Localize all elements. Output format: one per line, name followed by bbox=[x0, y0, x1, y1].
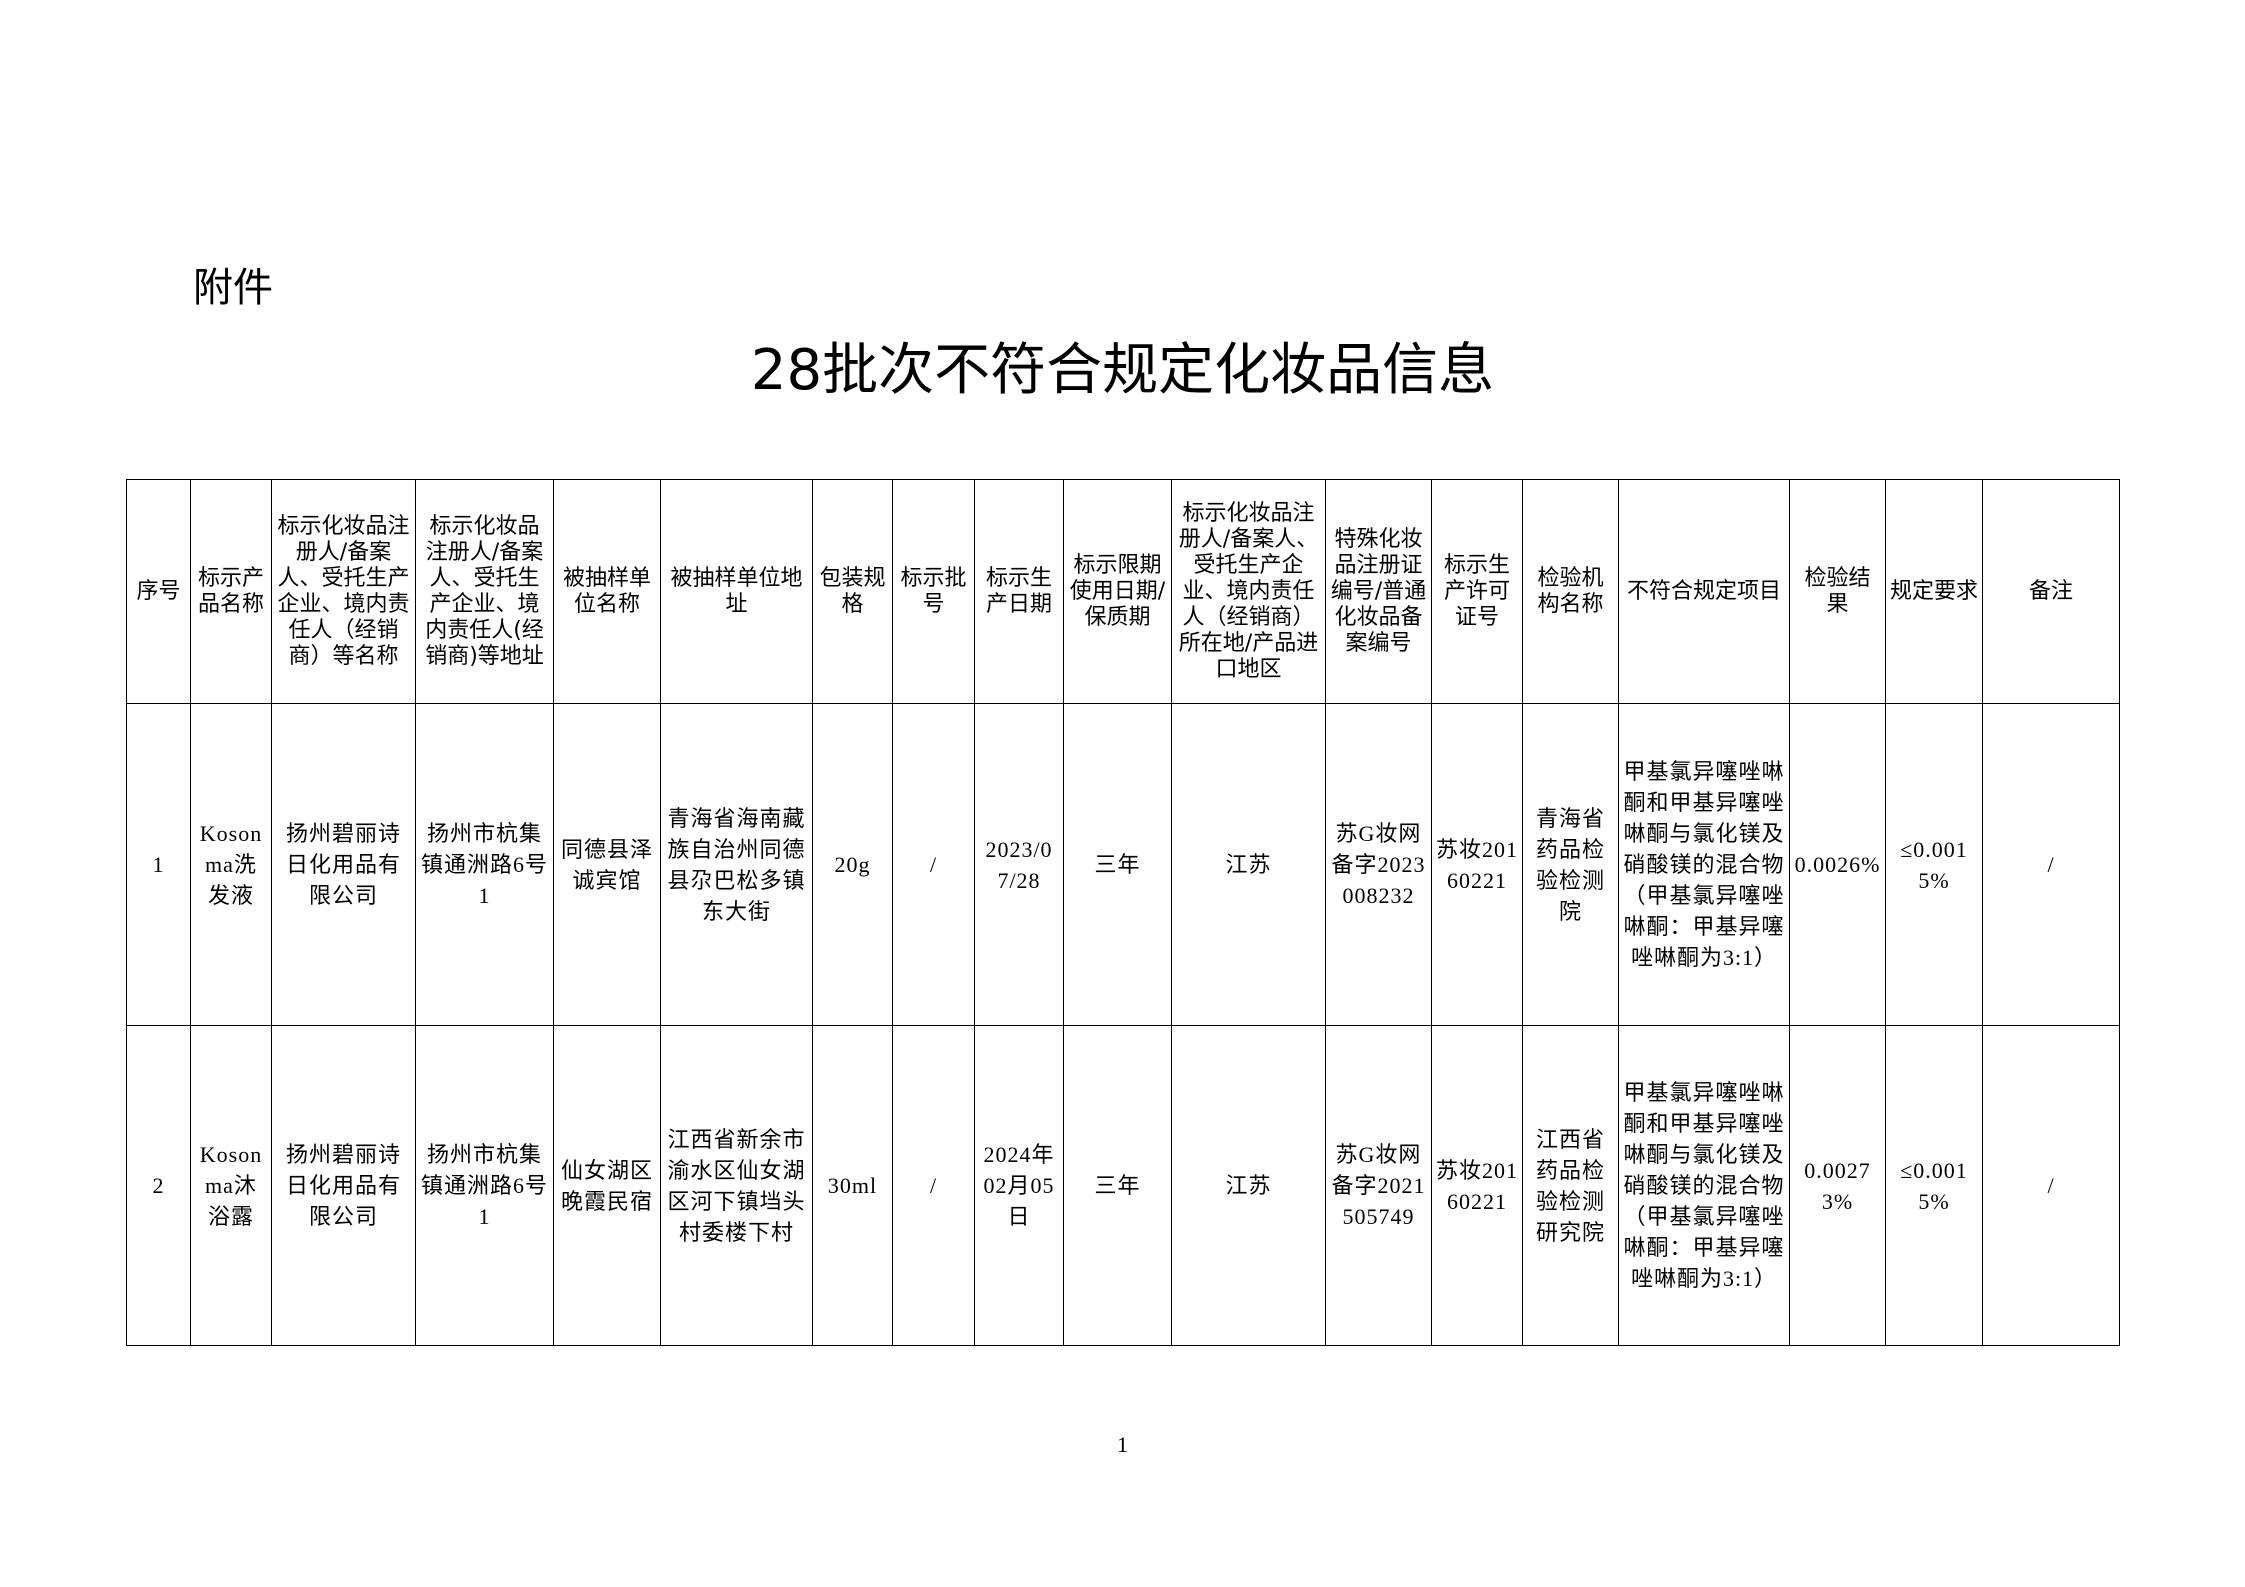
table-cell: / bbox=[892, 703, 975, 1026]
column-header: 不符合规定项目 bbox=[1618, 479, 1790, 704]
nonconforming-cosmetics-table: 序号 标示产品名称 标示化妆品注册人/备案人、受托生产企业、境内责任人（经销商）等名… bbox=[126, 479, 2120, 1346]
table-cell: 扬州市杭集镇通洲路6号1 bbox=[415, 703, 554, 1026]
table-cell: 甲基氯异噻唑啉酮和甲基异噻唑啉酮与氯化镁及硝酸镁的混合物（甲基氯异噻唑啉酮：甲基… bbox=[1618, 1025, 1790, 1346]
table-cell: / bbox=[1982, 703, 2120, 1026]
table-cell: 青海省海南藏族自治州同德县尕巴松多镇东大街 bbox=[660, 703, 813, 1026]
table-cell: 江西省药品检验检测研究院 bbox=[1522, 1025, 1619, 1346]
table-cell: 仙女湖区晚霞民宿 bbox=[553, 1025, 661, 1346]
page-number: 1 bbox=[1117, 1432, 1128, 1457]
column-header: 规定要求 bbox=[1885, 479, 1983, 704]
table-cell: 0.00273% bbox=[1789, 1025, 1886, 1346]
table-cell: 2 bbox=[126, 1025, 191, 1346]
column-header: 检验结果 bbox=[1789, 479, 1886, 704]
column-header: 检验机构名称 bbox=[1522, 479, 1619, 704]
column-header: 标示化妆品注册人/备案人、受托生产企业、境内责任人（经销商）等名称 bbox=[271, 479, 416, 704]
column-header: 备注 bbox=[1982, 479, 2120, 704]
table-cell: 2024年02月05日 bbox=[974, 1025, 1064, 1346]
table-cell: 0.0026% bbox=[1789, 703, 1886, 1026]
column-header: 特殊化妆品注册证编号/普通化妆品备案编号 bbox=[1325, 479, 1432, 704]
table-cell: Kosonma洗发液 bbox=[190, 703, 272, 1026]
table-cell: 江苏 bbox=[1171, 703, 1326, 1026]
column-header: 标示化妆品注册人/备案人、受托生产企业、境内责任人（经销商）所在地/产品进口地区 bbox=[1171, 479, 1326, 704]
column-header: 标示生产许可证号 bbox=[1431, 479, 1523, 704]
column-header: 标示生产日期 bbox=[974, 479, 1064, 704]
header-row: 序号 标示产品名称 标示化妆品注册人/备案人、受托生产企业、境内责任人（经销商）等名… bbox=[126, 479, 2120, 704]
table-cell: Kosonma沐浴露 bbox=[190, 1025, 272, 1346]
column-header: 标示产品名称 bbox=[190, 479, 272, 704]
table-cell: 扬州市杭集镇通洲路6号1 bbox=[415, 1025, 554, 1346]
table-cell: ≤0.0015% bbox=[1885, 703, 1983, 1026]
page-title: 28批次不符合规定化妆品信息 bbox=[750, 338, 1495, 403]
table-cell: 扬州碧丽诗日化用品有限公司 bbox=[271, 703, 416, 1026]
table-cell: 2023/07/28 bbox=[974, 703, 1064, 1026]
table-cell: 1 bbox=[126, 703, 191, 1026]
table-cell: 青海省药品检验检测院 bbox=[1522, 703, 1619, 1026]
table-cell: 甲基氯异噻唑啉酮和甲基异噻唑啉酮与氯化镁及硝酸镁的混合物（甲基氯异噻唑啉酮：甲基… bbox=[1618, 703, 1790, 1026]
column-header: 标示批号 bbox=[892, 479, 975, 704]
table-cell: 同德县泽诚宾馆 bbox=[553, 703, 661, 1026]
column-header: 标示限期使用日期/保质期 bbox=[1063, 479, 1172, 704]
table-cell: ≤0.0015% bbox=[1885, 1025, 1983, 1346]
attachment-label: 附件 bbox=[193, 265, 273, 311]
table-cell: 苏G妆网备字2021505749 bbox=[1325, 1025, 1432, 1346]
column-header: 标示化妆品注册人/备案人、受托生产企业、境内责任人(经销商)等地址 bbox=[415, 479, 554, 704]
table-cell: 扬州碧丽诗日化用品有限公司 bbox=[271, 1025, 416, 1346]
table-row: 2 Kosonma沐浴露 扬州碧丽诗日化用品有限公司 扬州市杭集镇通洲路6号1 仙女湖区… bbox=[126, 1025, 2120, 1346]
table-cell: 苏妆20160221 bbox=[1431, 703, 1523, 1026]
table-cell: 三年 bbox=[1063, 703, 1172, 1026]
table-cell: / bbox=[892, 1025, 975, 1346]
table-cell: 30ml bbox=[812, 1025, 893, 1346]
table-cell: 江西省新余市渝水区仙女湖区河下镇垱头村委楼下村 bbox=[660, 1025, 813, 1346]
table-row: 1 Kosonma洗发液 扬州碧丽诗日化用品有限公司 扬州市杭集镇通洲路6号1 同德县泽… bbox=[126, 703, 2120, 1026]
table-cell: 20g bbox=[812, 703, 893, 1026]
column-header: 序号 bbox=[126, 479, 191, 704]
table-cell: 苏妆20160221 bbox=[1431, 1025, 1523, 1346]
column-header: 被抽样单位地址 bbox=[660, 479, 813, 704]
table-cell: 苏G妆网备字2023008232 bbox=[1325, 703, 1432, 1026]
table-cell: / bbox=[1982, 1025, 2120, 1346]
column-header: 包装规格 bbox=[812, 479, 893, 704]
column-header: 被抽样单位名称 bbox=[553, 479, 661, 704]
table-cell: 江苏 bbox=[1171, 1025, 1326, 1346]
table-cell: 三年 bbox=[1063, 1025, 1172, 1346]
